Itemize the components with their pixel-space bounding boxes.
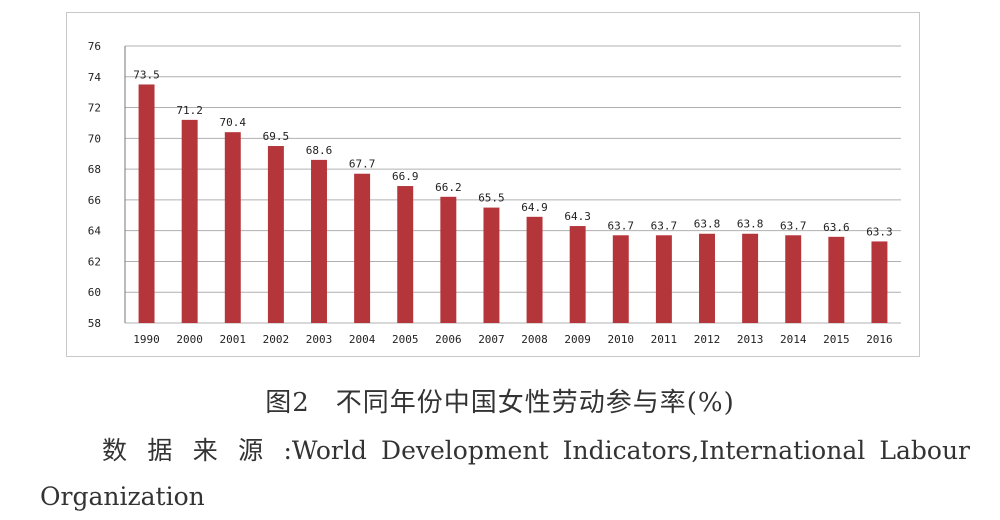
data-label-2011: 63.7	[651, 219, 678, 232]
data-label-1990: 73.5	[133, 68, 160, 81]
data-label-2015: 63.6	[823, 221, 850, 234]
x-tick-label-2012: 2012	[694, 333, 721, 346]
y-tick-label: 66	[88, 194, 101, 207]
x-tick-label-2002: 2002	[263, 333, 290, 346]
data-label-2010: 63.7	[608, 219, 635, 232]
data-label-2004: 67.7	[349, 158, 376, 171]
figure-title: 不同年份中国女性劳动参与率(%)	[335, 388, 735, 418]
y-tick-label: 64	[88, 225, 102, 238]
bar-2007	[483, 207, 500, 323]
data-label-2001: 70.4	[220, 116, 247, 129]
bar-2013	[742, 233, 759, 323]
x-tick-label-2014: 2014	[780, 333, 807, 346]
bar-2009	[569, 226, 586, 323]
y-tick-label: 72	[88, 102, 101, 115]
x-tick-label-2013: 2013	[737, 333, 764, 346]
y-tick-label: 58	[88, 317, 101, 330]
bar-2001	[224, 132, 241, 323]
x-tick-label-2010: 2010	[608, 333, 635, 346]
y-tick-label: 68	[88, 163, 101, 176]
chart-frame: 58 60 62 64 66 68 70 72 74 76 73.5 1990 71.2 2000 70.4…	[66, 12, 920, 357]
figure-caption: 图2 不同年份中国女性劳动参与率(%)	[0, 382, 1000, 419]
bar-2012	[699, 233, 715, 323]
figure-number: 图2	[265, 388, 310, 418]
x-tick-label-2011: 2011	[651, 333, 678, 346]
x-tick-label-2007: 2007	[478, 333, 505, 346]
data-label-2003: 68.6	[306, 144, 333, 157]
x-tick-label-2001: 2001	[220, 333, 247, 346]
data-label-2007: 65.5	[478, 192, 505, 205]
data-label-2014: 63.7	[780, 219, 807, 232]
bar-2004	[354, 173, 371, 323]
bar-1990	[138, 84, 155, 323]
bar-2005	[397, 186, 414, 323]
y-tick-label: 60	[88, 286, 101, 299]
data-label-2002: 69.5	[263, 130, 290, 143]
bar-2015	[828, 236, 845, 323]
bar-2000	[181, 119, 198, 323]
bar-chart: 58 60 62 64 66 68 70 72 74 76 73.5 1990 71.2 2000 70.4…	[88, 40, 901, 346]
x-tick-label-2015: 2015	[823, 333, 850, 346]
data-label-2005: 66.9	[392, 170, 419, 183]
bar-2002	[267, 146, 284, 323]
y-tick-label: 70	[88, 132, 101, 145]
x-tick-label-2016: 2016	[866, 333, 893, 346]
x-tick-label-2003: 2003	[306, 333, 333, 346]
bar-2006	[440, 196, 457, 323]
x-tick-label-2005: 2005	[392, 333, 419, 346]
data-label-2008: 64.9	[521, 201, 548, 214]
data-label-2000: 71.2	[176, 104, 203, 117]
data-label-2009: 64.3	[564, 210, 591, 223]
data-label-2012: 63.8	[694, 218, 721, 231]
data-source-note: 数 据 来 源 :World Development Indicators,In…	[40, 436, 970, 511]
data-label-2006: 66.2	[435, 181, 462, 194]
y-tick-label: 62	[88, 255, 101, 268]
x-tick-label-2009: 2009	[564, 333, 591, 346]
x-tick-label-2008: 2008	[521, 333, 548, 346]
x-tick-label-2004: 2004	[349, 333, 376, 346]
x-tick-label-2000: 2000	[176, 333, 203, 346]
x-tick-label-2006: 2006	[435, 333, 462, 346]
bar-2011	[655, 235, 672, 323]
x-tick-label-1990: 1990	[133, 333, 160, 346]
y-tick-label: 76	[88, 40, 101, 53]
bar-2003	[311, 159, 327, 323]
data-label-2013: 63.8	[737, 218, 764, 231]
bar-2014	[785, 235, 802, 323]
y-tick-label: 74	[88, 71, 102, 84]
data-label-2016: 63.3	[866, 225, 893, 238]
bar-2010	[612, 235, 629, 323]
bar-2008	[526, 216, 543, 323]
bar-2016	[871, 241, 888, 323]
